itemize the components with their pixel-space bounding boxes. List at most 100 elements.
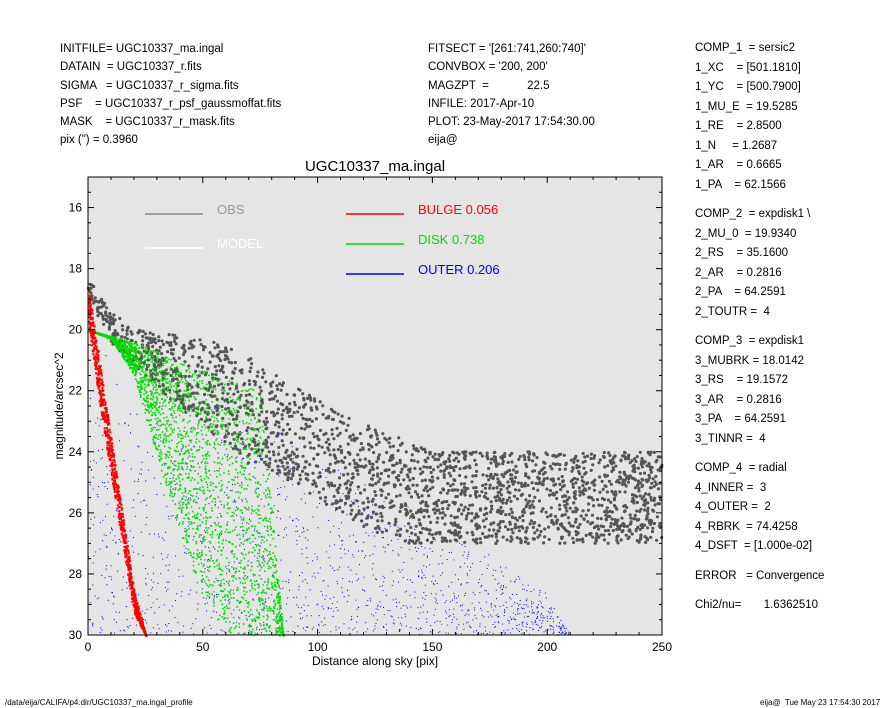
obs-point xyxy=(619,538,623,542)
disk-point xyxy=(198,419,200,421)
obs-point xyxy=(584,513,588,517)
outer-point xyxy=(356,615,358,617)
disk-point xyxy=(266,618,268,621)
outer-point xyxy=(226,568,228,570)
component-param-line: 1_N = 1.2687 xyxy=(695,139,778,152)
obs-point xyxy=(652,521,657,526)
obs-point xyxy=(420,494,424,498)
obs-point xyxy=(267,450,271,454)
outer-point xyxy=(182,631,184,633)
disk-point xyxy=(180,437,183,440)
outer-point xyxy=(216,611,217,613)
obs-point xyxy=(644,540,648,545)
obs-point xyxy=(632,501,636,505)
obs-point xyxy=(498,483,502,487)
outer-point xyxy=(383,607,384,608)
outer-point xyxy=(375,622,377,624)
disk-point xyxy=(141,402,144,405)
disk-point xyxy=(157,434,160,437)
disk-point xyxy=(162,370,165,372)
outer-point xyxy=(180,595,182,597)
obs-point xyxy=(191,355,195,359)
disk-point xyxy=(224,596,226,598)
outer-point xyxy=(546,615,548,617)
disk-point xyxy=(179,462,182,465)
outer-point xyxy=(526,616,528,618)
outer-point xyxy=(212,598,214,600)
obs-point xyxy=(631,496,635,500)
obs-point xyxy=(632,467,636,471)
disk-point xyxy=(152,388,154,390)
disk-point xyxy=(207,427,209,429)
outer-point xyxy=(203,517,205,519)
outer-point xyxy=(99,419,101,421)
disk-point xyxy=(198,373,201,376)
obs-point xyxy=(569,479,573,483)
obs-point xyxy=(438,532,442,536)
disk-point xyxy=(169,366,172,369)
obs-point xyxy=(301,416,305,421)
outer-point xyxy=(193,560,195,562)
outer-point xyxy=(183,625,185,627)
obs-point xyxy=(586,520,590,524)
outer-point xyxy=(382,590,384,591)
outer-point xyxy=(249,518,250,520)
obs-point xyxy=(637,489,641,493)
outer-point xyxy=(269,627,271,629)
outer-point xyxy=(426,556,428,558)
obs-point xyxy=(512,494,517,498)
outer-point xyxy=(153,581,155,583)
outer-point xyxy=(479,561,481,562)
disk-point xyxy=(211,531,214,533)
obs-point xyxy=(310,419,314,423)
outer-point xyxy=(545,597,547,599)
disk-point xyxy=(236,586,239,589)
obs-point xyxy=(423,478,427,482)
obs-point xyxy=(469,452,473,456)
outer-point xyxy=(90,397,92,399)
outer-point xyxy=(160,573,162,575)
outer-point xyxy=(472,591,474,593)
disk-point xyxy=(243,529,245,532)
outer-point xyxy=(138,478,139,480)
outer-point xyxy=(383,627,385,628)
obs-point xyxy=(380,515,384,519)
disk-point xyxy=(210,484,212,486)
obs-point xyxy=(635,483,640,487)
disk-point xyxy=(199,570,202,573)
outer-point xyxy=(317,572,319,574)
outer-point xyxy=(512,612,514,614)
outer-point xyxy=(552,611,554,613)
outer-point xyxy=(398,601,400,603)
disk-point xyxy=(254,619,257,622)
disk-point xyxy=(265,496,268,499)
disk-point xyxy=(161,405,164,407)
outer-point xyxy=(297,625,299,627)
component-param-line: 3_TINNR = 4 xyxy=(695,432,766,445)
obs-point xyxy=(361,447,365,451)
outer-point xyxy=(158,536,160,538)
outer-point xyxy=(461,544,463,546)
obs-point xyxy=(307,393,311,397)
outer-point xyxy=(319,503,321,504)
obs-point xyxy=(245,399,249,403)
disk-point xyxy=(267,567,270,570)
outer-point xyxy=(158,628,160,630)
obs-point xyxy=(510,510,514,515)
outer-point xyxy=(284,486,286,488)
obs-point xyxy=(276,464,280,468)
obs-point xyxy=(648,465,652,469)
obs-point xyxy=(567,530,571,534)
obs-point xyxy=(578,472,582,476)
obs-point xyxy=(449,474,453,478)
obs-point xyxy=(312,435,316,439)
disk-point xyxy=(245,599,247,602)
obs-point xyxy=(624,457,628,461)
outer-point xyxy=(401,617,403,619)
obs-point xyxy=(375,460,379,464)
outer-point xyxy=(476,630,477,632)
obs-point xyxy=(453,529,457,533)
disk-point xyxy=(249,520,252,522)
obs-point xyxy=(236,390,240,394)
outer-point xyxy=(150,607,152,609)
